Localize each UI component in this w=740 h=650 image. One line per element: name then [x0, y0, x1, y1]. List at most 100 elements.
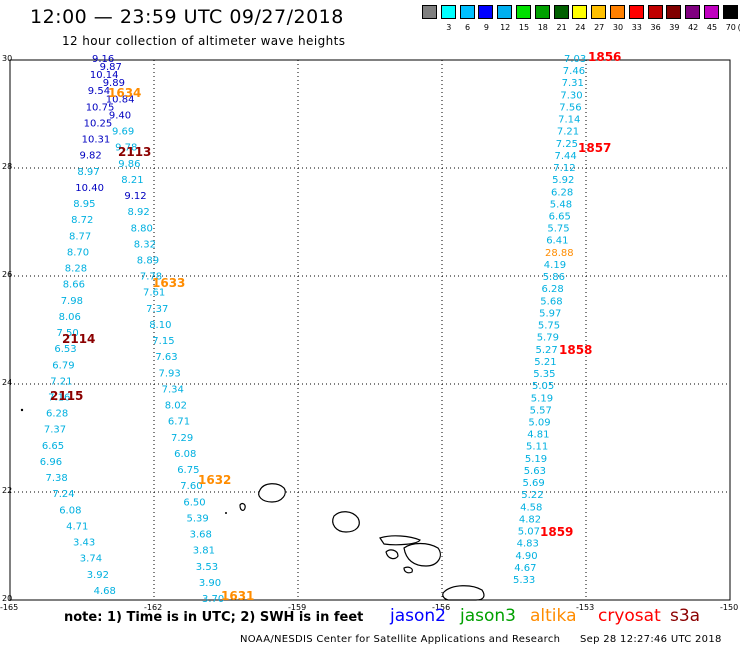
- pass-time-label: 1859: [540, 525, 573, 539]
- wave-height-value: 4.67: [514, 563, 536, 574]
- legend-label: 36: [650, 23, 661, 32]
- island-kahoolawe: [403, 566, 413, 574]
- legend-label: 18: [537, 23, 548, 32]
- pass-time-label: 2114: [62, 332, 95, 346]
- wave-height-value: 3.74: [80, 554, 102, 565]
- legend-swatch: [591, 5, 607, 19]
- wave-height-value: 6.96: [40, 457, 62, 468]
- satellite-legend-jason2: jason2: [390, 606, 446, 626]
- wave-height-value: 9.16: [92, 54, 114, 65]
- wave-height-value: 8.72: [71, 215, 93, 226]
- wave-height-value: 5.97: [539, 308, 561, 319]
- wave-height-value: 9.86: [118, 159, 140, 170]
- lon-tick-label: -156: [432, 603, 450, 612]
- wave-height-value: 5.48: [550, 199, 572, 210]
- island-maui: [403, 542, 441, 567]
- wave-height-value: 7.93: [159, 368, 181, 379]
- wave-height-value: 8.28: [65, 264, 87, 275]
- wave-height-value: 7.56: [559, 103, 581, 114]
- wave-height-value: 5.57: [530, 405, 552, 416]
- wave-height-value: 5.63: [524, 466, 546, 477]
- wave-height-value: 6.75: [177, 465, 199, 476]
- legend-swatch: [534, 5, 550, 19]
- legend-swatch: [722, 5, 738, 19]
- wave-height-value: 6.28: [542, 284, 564, 295]
- wave-height-value: 4.68: [94, 586, 116, 597]
- wave-height-value: 5.09: [528, 418, 550, 429]
- page-subtitle: 12 hour collection of altimeter wave hei…: [62, 34, 346, 48]
- wave-height-value: 7.44: [555, 151, 577, 162]
- legend-swatch: [422, 5, 437, 19]
- wave-height-value: 5.19: [525, 454, 547, 465]
- credit-line: NOAA/NESDIS Center for Satellite Applica…: [240, 634, 561, 645]
- wave-height-value: 5.69: [523, 478, 545, 489]
- wave-height-value: 7.31: [562, 78, 584, 89]
- wave-height-value: 7.37: [44, 425, 66, 436]
- wave-height-value: 10.75: [86, 102, 115, 113]
- legend-swatch: [478, 5, 494, 19]
- island-lanai: [385, 549, 399, 560]
- island-molokai: [379, 535, 421, 546]
- wave-height-value: 6.65: [42, 441, 64, 452]
- wave-height-value: 8.66: [63, 280, 85, 291]
- pass-time-label: 1856: [588, 50, 621, 64]
- wave-height-value: 7.37: [146, 304, 168, 315]
- wave-height-value: 5.19: [531, 393, 553, 404]
- wave-height-value: 5.68: [540, 296, 562, 307]
- wave-height-value: 7.21: [50, 376, 72, 387]
- wave-height-value: 8.89: [137, 256, 159, 267]
- lat-tick-label: 28: [2, 162, 12, 171]
- legend-label: 3: [446, 23, 452, 32]
- wave-height-value: 8.70: [67, 247, 89, 258]
- legend-label: 6: [465, 23, 471, 32]
- wave-height-value: 9.54: [88, 86, 110, 97]
- wave-height-value: 8.32: [134, 239, 156, 250]
- wave-height-value: 7.25: [556, 139, 578, 150]
- island-niihau: [239, 502, 246, 511]
- wave-height-value: 4.19: [544, 260, 566, 271]
- wave-height-value: 8.21: [121, 175, 143, 186]
- legend-label: 12: [500, 23, 511, 32]
- wave-height-value: 6.28: [551, 187, 573, 198]
- pass-time-labels: 1856 1634 1857 2113 1633 2114 1858 2115 1632 1859…: [50, 50, 621, 603]
- wave-height-value: 8.92: [128, 207, 150, 218]
- wave-height-value: 9.87: [100, 62, 122, 73]
- wave-height-value: 9.89: [103, 78, 125, 89]
- wave-height-value: 10.25: [84, 119, 113, 130]
- wave-height-value: 7.15: [152, 336, 174, 347]
- wave-height-value: 5.22: [521, 490, 543, 501]
- wave-height-value: 7.63: [155, 352, 177, 363]
- wave-height-value: 5.39: [187, 513, 209, 524]
- wave-height-value: 6.50: [183, 497, 205, 508]
- wave-height-value: 8.06: [59, 312, 81, 323]
- wave-height-value: 7.60: [180, 481, 202, 492]
- legend-label: 33: [631, 23, 642, 32]
- wave-height-value: 3.90: [199, 578, 221, 589]
- legend-label: 21: [556, 23, 567, 32]
- legend-swatch: [685, 5, 701, 19]
- wave-height-value: 3.68: [190, 530, 212, 541]
- wave-height-value: 4.81: [527, 430, 549, 441]
- wave-height-value: 5.75: [538, 321, 560, 332]
- pass-time-label: 2113: [118, 145, 151, 159]
- legend-label: 15: [518, 23, 530, 32]
- wave-height-value: 9.40: [109, 110, 131, 121]
- wave-height-value: 8.10: [149, 320, 171, 331]
- wave-height-value: 8.80: [131, 223, 153, 234]
- wave-height-value: 5.11: [526, 442, 548, 453]
- island-marker: [20, 408, 24, 412]
- legend-swatch: [647, 5, 663, 19]
- wave-height-value: 4.83: [517, 539, 539, 550]
- wave-height-value: 7.16: [48, 393, 70, 404]
- wave-height-value: 5.05: [532, 381, 554, 392]
- legend-label: 27: [594, 23, 605, 32]
- wave-height-value: 7.03: [564, 54, 586, 65]
- legend-swatch: [572, 5, 588, 19]
- wave-height-value: 7.78: [140, 272, 162, 283]
- wave-height-value: 7.24: [52, 489, 74, 500]
- wave-height-value: 9.78: [115, 143, 137, 154]
- wave-height-value: 5.33: [513, 575, 535, 586]
- page-title: 12:00 — 23:59 UTC 09/27/2018: [30, 6, 344, 28]
